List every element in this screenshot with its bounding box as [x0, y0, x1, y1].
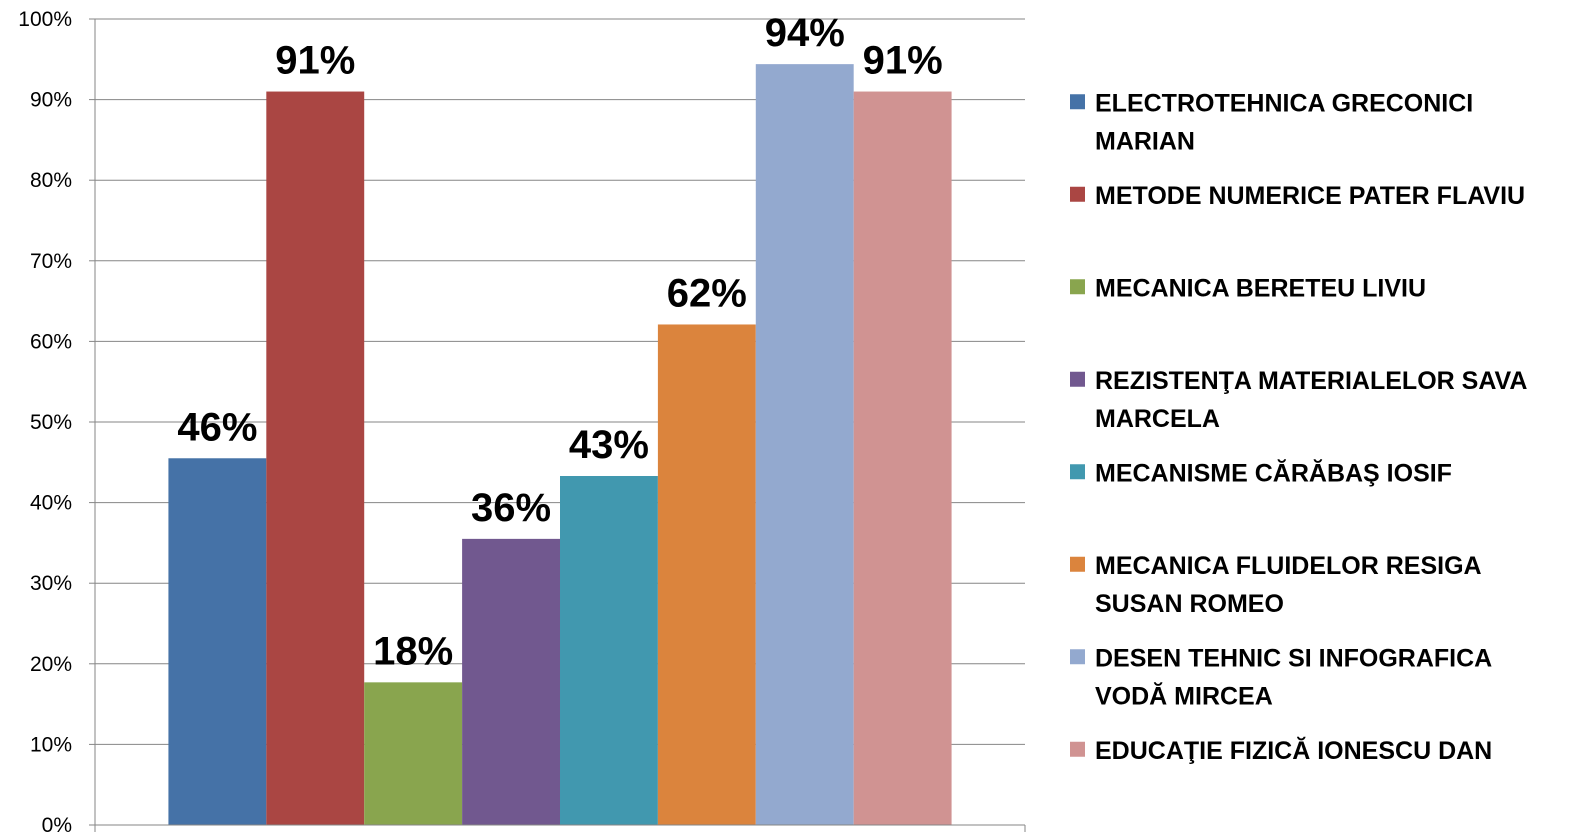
- legend-swatch: [1070, 279, 1085, 295]
- legend-label: DESEN TEHNIC SI INFOGRAFICA VODĂ MIRCEA: [1095, 644, 1492, 710]
- y-tick-label: 70%: [30, 250, 72, 273]
- axes: [94, 19, 1026, 832]
- legend-item: DESEN TEHNIC SI INFOGRAFICA VODĂ MIRCEA: [1070, 644, 1492, 710]
- y-axis-ticks: 0% 10% 20% 30% 40% 50% 60% 70% 80% 90% 100%: [18, 8, 95, 837]
- legend-swatch: [1070, 556, 1085, 572]
- data-label: 91%: [863, 39, 943, 83]
- legend: ELECTROTEHNICA GRECONICI MARIAN METODE NUM…: [1070, 89, 1527, 765]
- y-tick-label: 30%: [30, 572, 72, 595]
- data-label: 62%: [667, 271, 747, 315]
- y-tick-label: 20%: [30, 653, 72, 676]
- legend-swatch: [1070, 186, 1085, 202]
- bar: [560, 476, 658, 825]
- data-label: 91%: [275, 39, 355, 83]
- bar: [657, 324, 756, 825]
- legend-item: ELECTROTEHNICA GRECONICI MARIAN: [1070, 89, 1473, 155]
- y-tick-label: 60%: [30, 330, 72, 353]
- legend-swatch: [1070, 464, 1085, 480]
- y-tick-label: 40%: [30, 492, 72, 515]
- bar: [266, 91, 365, 826]
- legend-item: METODE NUMERICE PATER FLAVIU: [1070, 182, 1525, 210]
- y-tick-label: 50%: [30, 411, 72, 434]
- y-tick-label: 100%: [18, 8, 72, 31]
- legend-item: MECANICA FLUIDELOR RESIGA SUSAN ROMEO: [1070, 552, 1482, 618]
- y-tick-label: 90%: [30, 89, 72, 112]
- legend-swatch: [1070, 649, 1085, 665]
- legend-label: MECANISME CĂRĂBAŞ IOSIF: [1095, 458, 1452, 487]
- legend-label: REZISTENŢA MATERIALELOR SAVA MARCELA: [1095, 367, 1527, 433]
- legend-label: EDUCAŢIE FIZICĂ IONESCU DAN: [1095, 736, 1492, 765]
- legend-item: MECANISME CĂRĂBAŞ IOSIF: [1070, 458, 1452, 487]
- bar: [755, 64, 854, 826]
- legend-label: MECANICA FLUIDELOR RESIGA SUSAN ROMEO: [1095, 552, 1482, 618]
- data-label: 46%: [177, 405, 257, 449]
- bar: [853, 91, 952, 826]
- bars: [168, 64, 952, 826]
- data-label: 94%: [765, 11, 845, 55]
- legend-swatch: [1070, 371, 1085, 387]
- bar: [364, 682, 463, 825]
- bar: [168, 458, 267, 825]
- y-tick-label: 10%: [30, 733, 72, 756]
- data-label: 36%: [471, 486, 551, 530]
- legend-item: MECANICA BERETEU LIVIU: [1070, 274, 1426, 302]
- y-tick-label: 0%: [42, 814, 72, 837]
- legend-item: EDUCAŢIE FIZICĂ IONESCU DAN: [1070, 736, 1492, 765]
- legend-swatch: [1070, 741, 1085, 757]
- legend-label: MECANICA BERETEU LIVIU: [1095, 274, 1426, 302]
- bar: [462, 538, 560, 825]
- legend-label: METODE NUMERICE PATER FLAVIU: [1095, 182, 1525, 210]
- legend-swatch: [1070, 94, 1085, 110]
- y-tick-label: 80%: [30, 169, 72, 192]
- data-label: 18%: [373, 629, 453, 673]
- legend-item: REZISTENŢA MATERIALELOR SAVA MARCELA: [1070, 367, 1527, 433]
- data-labels: 46% 91% 18% 36% 43% 62% 94% 91%: [177, 11, 942, 673]
- legend-label: ELECTROTEHNICA GRECONICI MARIAN: [1095, 89, 1473, 155]
- data-label: 43%: [569, 423, 649, 467]
